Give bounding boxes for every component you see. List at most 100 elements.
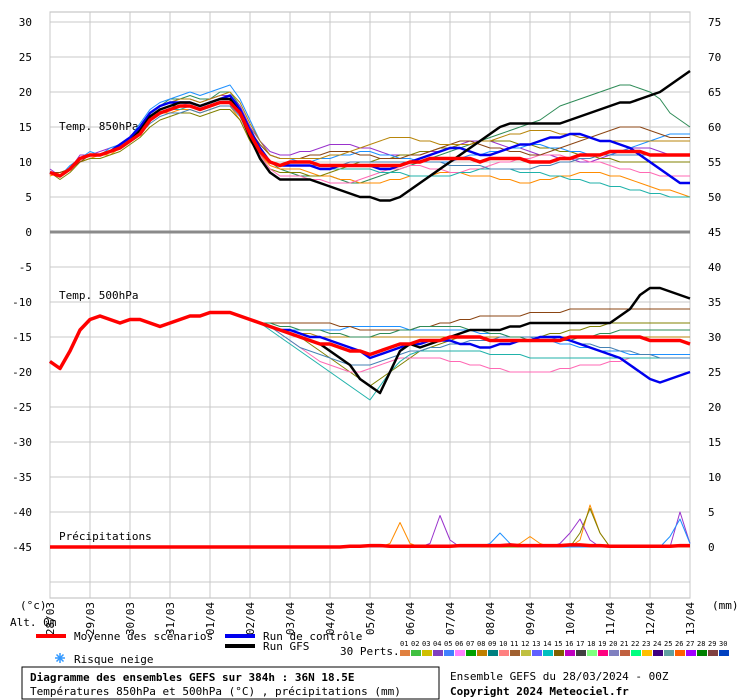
pert-swatch	[400, 650, 410, 656]
x-tick-label: 10/04	[564, 602, 577, 635]
series-temp850	[49, 69, 691, 202]
pert-swatch	[554, 650, 564, 656]
pert-number: 30	[719, 640, 727, 648]
pert-swatch	[433, 650, 443, 656]
pert-swatch	[565, 650, 575, 656]
snowflake-icon	[55, 653, 65, 663]
temp850-member-line	[49, 84, 690, 177]
temp500-mean-line	[48, 310, 691, 371]
x-tick-label: 06/04	[404, 602, 417, 635]
unit-right: (mm)	[712, 599, 739, 612]
right-tick-label: 55	[708, 156, 721, 169]
pert-swatch	[598, 650, 608, 656]
unit-left: (°c)	[20, 599, 47, 612]
left-tick-label: -40	[12, 506, 32, 519]
left-axis-ticks: 30 25 20 15 10 5 0 -5 -10 -15 -20 -25 -30 -35 -40 -45	[12, 16, 32, 554]
pert-number: 18	[587, 640, 595, 648]
pert-swatch	[653, 650, 663, 656]
pert-number: 23	[642, 640, 650, 648]
pert-number: 03	[422, 640, 430, 648]
left-tick-label: 25	[19, 51, 32, 64]
right-tick-label: 40	[708, 261, 721, 274]
x-tick-label: 28/03	[44, 602, 57, 635]
pert-number: 19	[598, 640, 606, 648]
temp850-mean-line	[49, 100, 690, 178]
pert-number: 04	[433, 640, 441, 648]
pert-swatch	[532, 650, 542, 656]
right-tick-label: 45	[708, 226, 721, 239]
pert-number: 13	[532, 640, 540, 648]
grid	[49, 11, 691, 599]
x-tick-label: 13/04	[684, 602, 697, 635]
x-tick-label: 29/03	[84, 602, 97, 635]
legend-snow-label: Risque neige	[74, 653, 153, 666]
right-tick-label: 60	[708, 121, 721, 134]
pert-swatch	[499, 650, 509, 656]
x-tick-label: 12/04	[644, 602, 657, 635]
pert-swatch	[686, 650, 696, 656]
temp850-gfs-line	[49, 69, 691, 202]
left-tick-label: 30	[19, 16, 32, 29]
x-tick-label: 09/04	[524, 602, 537, 635]
footer-title-line2: Températures 850hPa et 500hPa (°C) , pré…	[30, 685, 401, 698]
left-tick-label: 10	[19, 156, 32, 169]
legend-mean-label: Moyenne des scénarios	[74, 630, 213, 643]
pert-number: 09	[488, 640, 496, 648]
x-tick-label: 01/04	[204, 602, 217, 635]
right-tick-label: 0	[708, 541, 715, 554]
x-axis-ticks: 28/03 29/03 30/03 31/03 01/04 02/04 03/04 04/04…	[44, 602, 697, 635]
pert-number: 16	[565, 640, 573, 648]
pert-number: 08	[477, 640, 485, 648]
legend-perts-label: 30 Perts.	[340, 645, 400, 658]
pert-swatch	[609, 650, 619, 656]
pert-swatch	[444, 650, 454, 656]
pert-number: 10	[499, 640, 507, 648]
pert-number: 02	[411, 640, 419, 648]
left-tick-label: 20	[19, 86, 32, 99]
pert-swatch	[576, 650, 586, 656]
right-tick-label: 30	[708, 331, 721, 344]
pert-number: 27	[686, 640, 694, 648]
x-tick-label: 04/04	[324, 602, 337, 635]
pert-number: 11	[510, 640, 518, 648]
left-tick-label: -20	[12, 366, 32, 379]
pert-number: 28	[697, 640, 705, 648]
right-tick-label: 75	[708, 16, 721, 29]
alt-label: Alt. 0m	[10, 616, 57, 629]
temp850-member-line	[49, 105, 690, 177]
left-tick-label: 0	[25, 226, 32, 239]
footer-run-info: Ensemble GEFS du 28/03/2024 - 00Z	[450, 670, 669, 683]
pert-swatch	[477, 650, 487, 656]
left-tick-label: 5	[25, 191, 32, 204]
label-temp500: Temp. 500hPa	[59, 289, 138, 302]
x-tick-label: 05/04	[364, 602, 377, 635]
x-tick-label: 07/04	[444, 602, 457, 635]
pert-swatch	[587, 650, 597, 656]
pert-number: 21	[620, 640, 628, 648]
pert-swatch	[543, 650, 553, 656]
right-tick-label: 5	[708, 506, 715, 519]
pert-swatch	[675, 650, 685, 656]
pert-swatch	[422, 650, 432, 656]
pert-swatch	[719, 650, 729, 656]
pert-number: 01	[400, 640, 408, 648]
pert-number: 06	[455, 640, 463, 648]
pert-number: 25	[664, 640, 672, 648]
right-tick-label: 20	[708, 401, 721, 414]
pert-swatch	[631, 650, 641, 656]
pert-swatch	[620, 650, 630, 656]
pert-swatch	[466, 650, 476, 656]
pert-number: 17	[576, 640, 584, 648]
left-tick-label: -30	[12, 436, 32, 449]
pert-number: 12	[521, 640, 529, 648]
left-tick-label: -5	[19, 261, 32, 274]
right-tick-label: 25	[708, 366, 721, 379]
pert-swatch	[411, 650, 421, 656]
pert-number: 29	[708, 640, 716, 648]
pert-number: 20	[609, 640, 617, 648]
pert-number: 24	[653, 640, 661, 648]
pert-swatch	[521, 650, 531, 656]
